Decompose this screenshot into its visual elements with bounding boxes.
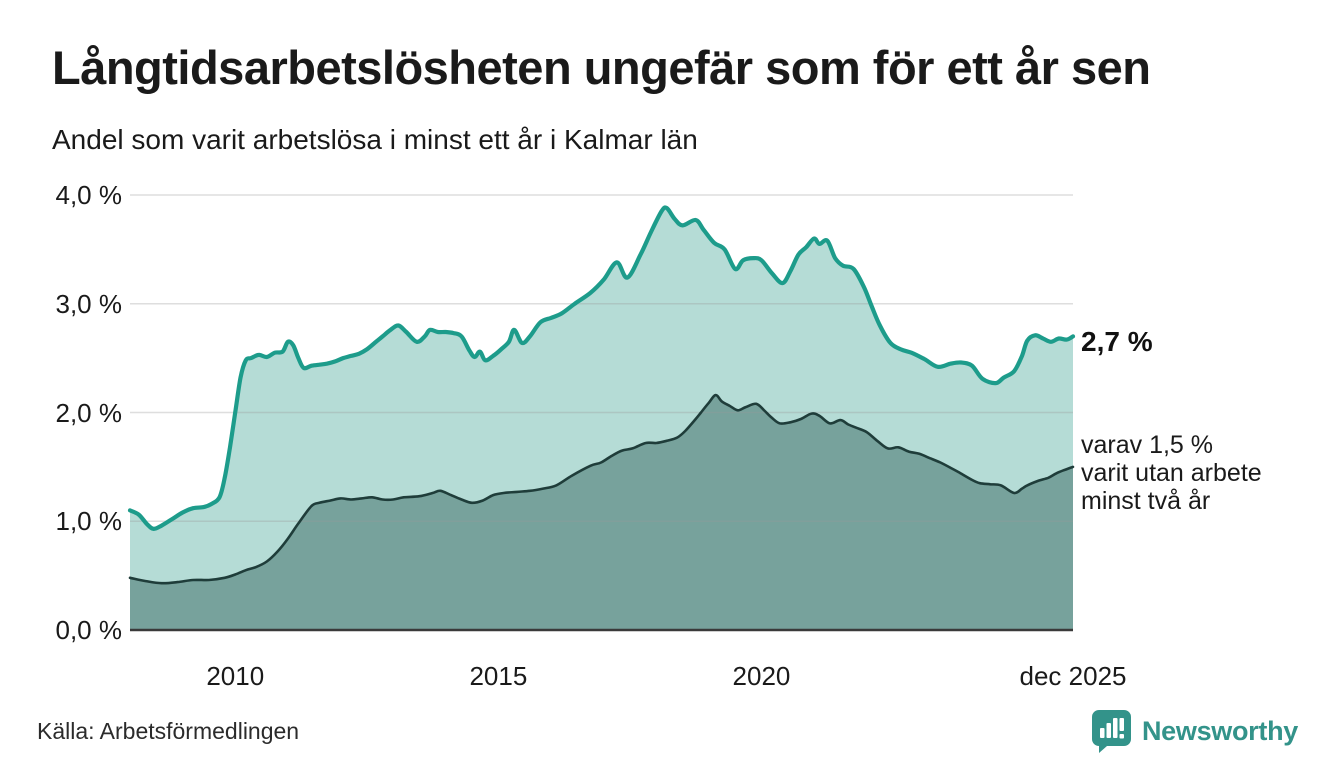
x-tick-label: 2010 — [206, 661, 265, 691]
x-tick-label: 2015 — [469, 661, 528, 691]
newsworthy-logo: Newsworthy — [1091, 708, 1298, 754]
y-tick-label: 1,0 % — [55, 506, 123, 537]
area-fill-min-two-years — [130, 395, 1073, 630]
x-tick-label: dec 2025 — [1019, 661, 1127, 691]
newsworthy-wordmark: Newsworthy — [1141, 715, 1298, 746]
chart-subtitle: Andel som varit arbetslösa i minst ett å… — [52, 124, 698, 155]
x-tick-label: 2020 — [732, 661, 791, 691]
y-tick-label: 4,0 % — [55, 180, 123, 210]
line-min-two-years — [128, 393, 1075, 585]
chart-title: Långtidsarbetslösheten ungefär som för e… — [52, 41, 1151, 94]
source-note: Källa: Arbetsförmedlingen — [37, 718, 300, 744]
y-tick-label: 2,0 % — [55, 397, 123, 428]
line-min-one-year — [127, 205, 1076, 531]
secondary-value-label: varav 1,5 % varit utan arbete minst två … — [1081, 431, 1262, 515]
y-tick-label: 0,0 % — [55, 615, 123, 645]
y-tick-label: 3,0 % — [55, 288, 123, 319]
latest-value-label: 2,7 % — [1081, 326, 1153, 357]
newsworthy-chart-bubble-icon — [1091, 710, 1131, 753]
